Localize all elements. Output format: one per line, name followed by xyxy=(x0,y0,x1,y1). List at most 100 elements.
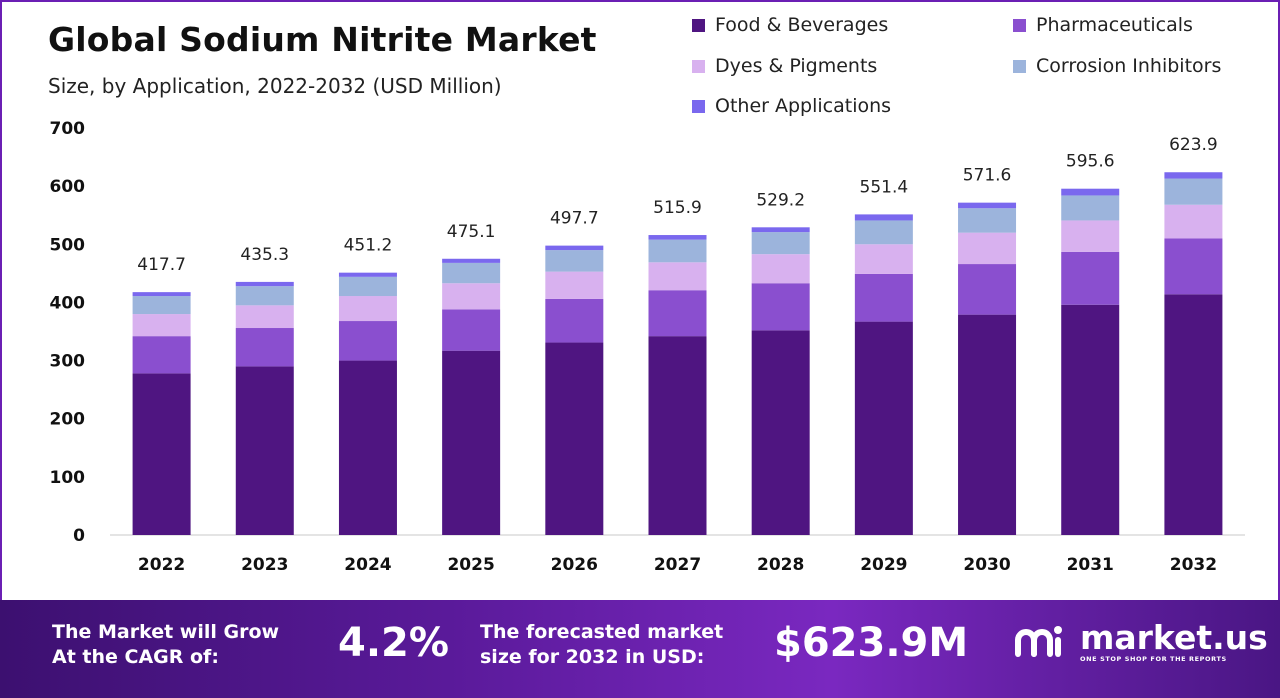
bar-segment-other-applications xyxy=(1164,172,1223,179)
x-tick-label: 2031 xyxy=(1067,555,1114,575)
y-tick-label: 300 xyxy=(50,352,86,372)
bar-segment-pharmaceuticals xyxy=(1164,238,1223,295)
chart-title: Global Sodium Nitrite Market xyxy=(48,20,597,59)
bar-total-label: 551.4 xyxy=(860,177,909,197)
bar-segment-other-applications xyxy=(235,281,294,287)
y-tick-label: 0 xyxy=(73,526,85,546)
legend-label: Other Applications xyxy=(715,95,892,117)
bar-total-label: 529.2 xyxy=(756,190,805,210)
bar-segment-dyes-pigments xyxy=(338,296,397,322)
bar-segment-food-beverages xyxy=(751,330,810,535)
stacked-bar-chart: 0 100 200 300 400 500 600 700 417.7 2022 435.3 2023… xyxy=(50,119,1245,575)
cagr-label-line1: The Market will Grow xyxy=(52,621,280,643)
bar-segment-dyes-pigments xyxy=(132,314,191,337)
bar-segment-dyes-pigments xyxy=(958,232,1017,265)
brand-text: market.us ONE STOP SHOP FOR THE REPORTS xyxy=(1080,618,1268,664)
x-tick-label: 2022 xyxy=(138,555,185,575)
legend-swatch-pharmaceuticals xyxy=(1013,18,1026,32)
bar-segment-pharmaceuticals xyxy=(132,336,191,374)
y-tick-label: 700 xyxy=(50,119,86,139)
bar-total-label: 417.7 xyxy=(137,255,186,275)
bar-total-label: 435.3 xyxy=(240,245,289,265)
bar-segment-other-applications xyxy=(751,227,810,233)
bar-total-label: 623.9 xyxy=(1169,135,1218,155)
bar-segment-food-beverages xyxy=(338,360,397,535)
bar-segment-corrosion-inhibitors xyxy=(751,232,810,255)
bar-segment-corrosion-inhibitors xyxy=(545,250,604,272)
x-tick-label: 2023 xyxy=(241,555,288,575)
cagr-value: 4.2% xyxy=(338,620,449,666)
bar-segment-food-beverages xyxy=(958,314,1017,535)
bar-total-label: 451.2 xyxy=(344,236,393,256)
legend-label: Food & Beverages xyxy=(715,14,889,36)
bar-segment-pharmaceuticals xyxy=(545,298,604,343)
x-tick-label: 2032 xyxy=(1170,555,1217,575)
bar-segment-food-beverages xyxy=(648,336,707,535)
legend-item-corrosion-inhibitors: Corrosion Inhibitors xyxy=(1013,55,1221,77)
legend-swatch-corrosion-inhibitors xyxy=(1013,59,1026,73)
bar-segment-dyes-pigments xyxy=(854,244,913,274)
bar-segment-pharmaceuticals xyxy=(854,273,913,322)
bar-segment-food-beverages xyxy=(545,342,604,535)
bar-total-label: 497.7 xyxy=(550,209,599,229)
forecast-label-line1: The forecasted market xyxy=(480,621,724,643)
legend-item-pharmaceuticals: Pharmaceuticals xyxy=(1013,14,1193,36)
x-tick-label: 2030 xyxy=(963,555,1010,575)
y-tick-label: 200 xyxy=(50,410,86,430)
x-tick-label: 2024 xyxy=(344,555,391,575)
forecast-value: $623.9M xyxy=(774,620,969,666)
bar-segment-dyes-pigments xyxy=(751,254,810,284)
brand-logo: market.us ONE STOP SHOP FOR THE REPORTS xyxy=(1012,620,1268,664)
bar-segment-other-applications xyxy=(338,272,397,277)
legend-swatch-food-beverages xyxy=(692,18,705,32)
bar-segment-other-applications xyxy=(1061,188,1120,196)
bar-segment-other-applications xyxy=(958,202,1017,209)
bar-segment-dyes-pigments xyxy=(1164,204,1223,239)
bar-segment-corrosion-inhibitors xyxy=(648,239,707,263)
brand-tagline: ONE STOP SHOP FOR THE REPORTS xyxy=(1080,655,1227,663)
bar-segment-dyes-pigments xyxy=(545,271,604,299)
bar-segment-pharmaceuticals xyxy=(442,309,501,351)
bar-segment-pharmaceuticals xyxy=(958,264,1017,315)
bar-segment-pharmaceuticals xyxy=(1061,251,1120,305)
bar-segment-food-beverages xyxy=(235,366,294,535)
forecast-label: The forecasted market size for 2032 in U… xyxy=(480,620,723,670)
y-tick-label: 500 xyxy=(50,235,86,255)
y-tick-label: 400 xyxy=(50,293,86,313)
bar-segment-corrosion-inhibitors xyxy=(442,262,501,284)
legend-item-other-applications: Other Applications xyxy=(692,95,891,117)
bar-segment-corrosion-inhibitors xyxy=(854,220,913,245)
bar-segment-corrosion-inhibitors xyxy=(338,276,397,297)
bar-segment-food-beverages xyxy=(854,321,913,535)
legend-item-food-beverages: Food & Beverages xyxy=(692,14,888,36)
legend-swatch-dyes-pigments xyxy=(692,59,705,73)
legend-swatch-other-applications xyxy=(692,99,705,113)
bar-segment-other-applications xyxy=(648,235,707,240)
bar-total-label: 571.6 xyxy=(963,166,1012,186)
bar-segment-food-beverages xyxy=(132,373,191,535)
bar-segment-other-applications xyxy=(132,292,191,297)
bar-total-label: 475.1 xyxy=(447,222,496,242)
x-tick-label: 2027 xyxy=(654,555,701,575)
bar-segment-dyes-pigments xyxy=(235,305,294,329)
x-tick-label: 2025 xyxy=(447,555,494,575)
market-us-logo-icon xyxy=(1015,626,1062,657)
brand-name: market.us xyxy=(1080,618,1268,657)
bar-segment-other-applications xyxy=(854,214,913,221)
bar-segment-pharmaceuticals xyxy=(751,283,810,331)
cagr-label-line2: At the CAGR of: xyxy=(52,646,219,668)
legend-label: Dyes & Pigments xyxy=(715,55,878,77)
bar-total-label: 595.6 xyxy=(1066,152,1115,172)
bar-segment-pharmaceuticals xyxy=(338,321,397,361)
bar-segment-corrosion-inhibitors xyxy=(235,286,294,306)
legend-label: Pharmaceuticals xyxy=(1036,14,1193,36)
bar-segment-food-beverages xyxy=(1164,294,1223,535)
bar-segment-food-beverages xyxy=(1061,304,1120,535)
bar-segment-other-applications xyxy=(442,258,501,263)
x-tick-label: 2028 xyxy=(757,555,804,575)
x-tick-label: 2029 xyxy=(860,555,907,575)
cagr-label: The Market will Grow At the CAGR of: xyxy=(52,620,279,670)
bar-segment-pharmaceuticals xyxy=(648,290,707,337)
bar-segment-corrosion-inhibitors xyxy=(958,208,1017,233)
